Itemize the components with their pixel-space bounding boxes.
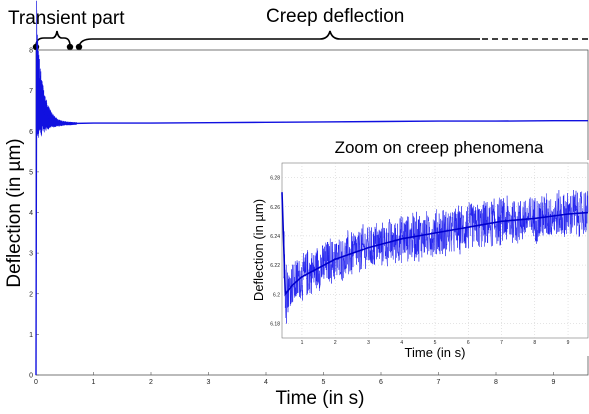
- main-x-tick-label: 4: [264, 379, 268, 386]
- main-y-tick-label: 3: [29, 251, 33, 258]
- main-chart: 0 1 2 3 4 5 6 7 8 9 0 1 2 3 4 5 6 7 8 Time (in s) Deflecti…: [4, 0, 589, 409]
- main-y-tick-label: 2: [29, 291, 33, 298]
- inset-x-tick-label: 6: [467, 340, 470, 346]
- inset-x-tick-label: 4: [400, 340, 403, 346]
- main-x-tick-label: 9: [552, 379, 556, 386]
- transient-label: Transient part: [8, 8, 125, 29]
- inset-y-tick-label: 6.28: [270, 176, 280, 182]
- transient-start-dot: [32, 43, 40, 51]
- main-y-tick-label: 8: [29, 48, 33, 55]
- inset-ticks: 1 2 3 4 5 6 7 8 9 6.18 6.2 6.22 6.24 6.26 6.28: [270, 176, 569, 346]
- creep-brace: [75, 30, 589, 51]
- main-y-tick-label: 0: [29, 373, 33, 380]
- main-ticks: 0 1 2 3 4 5 6 7 8 9 0 1 2 3 4 5 6 7 8: [29, 48, 555, 387]
- inset-x-tick-label: 3: [367, 340, 370, 346]
- inset-y-tick-label: 6.18: [270, 321, 280, 327]
- main-x-tick-label: 0: [34, 379, 38, 386]
- inset-x-tick-label: 1: [301, 340, 304, 346]
- main-y-axis-label: Deflection (in µm): [4, 138, 25, 287]
- inset-y-tick-label: 6.26: [270, 205, 280, 211]
- inset-x-axis-label: Time (in s): [405, 345, 466, 360]
- main-y-tick-label: 7: [29, 88, 33, 95]
- main-y-tick-label: 5: [29, 169, 33, 176]
- inset-x-tick-label: 5: [434, 340, 437, 346]
- creep-label: Creep deflection: [266, 6, 404, 27]
- transient-brace: [32, 30, 74, 51]
- transient-end-dot: [66, 43, 74, 51]
- main-x-tick-label: 8: [494, 379, 498, 386]
- inset-series-line: [281, 192, 589, 297]
- inset-x-tick-label: 7: [500, 340, 503, 346]
- main-series-noise: [36, 0, 77, 263]
- inset-y-tick-label: 6.2: [273, 292, 280, 298]
- main-x-axis-label: Time (in s): [275, 388, 364, 409]
- main-x-tick-label: 1: [92, 379, 96, 386]
- main-series-line: [35, 49, 588, 376]
- inset-y-tick-label: 6.22: [270, 263, 280, 269]
- main-x-tick-label: 3: [207, 379, 211, 386]
- inset-x-tick-label: 2: [334, 340, 337, 346]
- main-y-tick-label: 1: [29, 332, 33, 339]
- main-y-tick-label: 6: [29, 129, 33, 136]
- inset-y-tick-label: 6.24: [270, 234, 280, 240]
- main-y-tick-label: 4: [29, 210, 33, 217]
- inset-chart: Zoom on creep phenomena 1 2 3 4 5 6 7 8 9 6.18 6.2…: [244, 138, 589, 360]
- main-x-tick-label: 2: [149, 379, 153, 386]
- inset-x-tick-label: 8: [533, 340, 536, 346]
- main-x-tick-label: 6: [379, 379, 383, 386]
- inset-title: Zoom on creep phenomena: [335, 138, 544, 157]
- main-x-tick-label: 5: [322, 379, 326, 386]
- main-x-tick-label: 7: [437, 379, 441, 386]
- inset-x-tick-label: 9: [567, 340, 570, 346]
- inset-y-axis-label: Deflection (in µm): [251, 199, 266, 301]
